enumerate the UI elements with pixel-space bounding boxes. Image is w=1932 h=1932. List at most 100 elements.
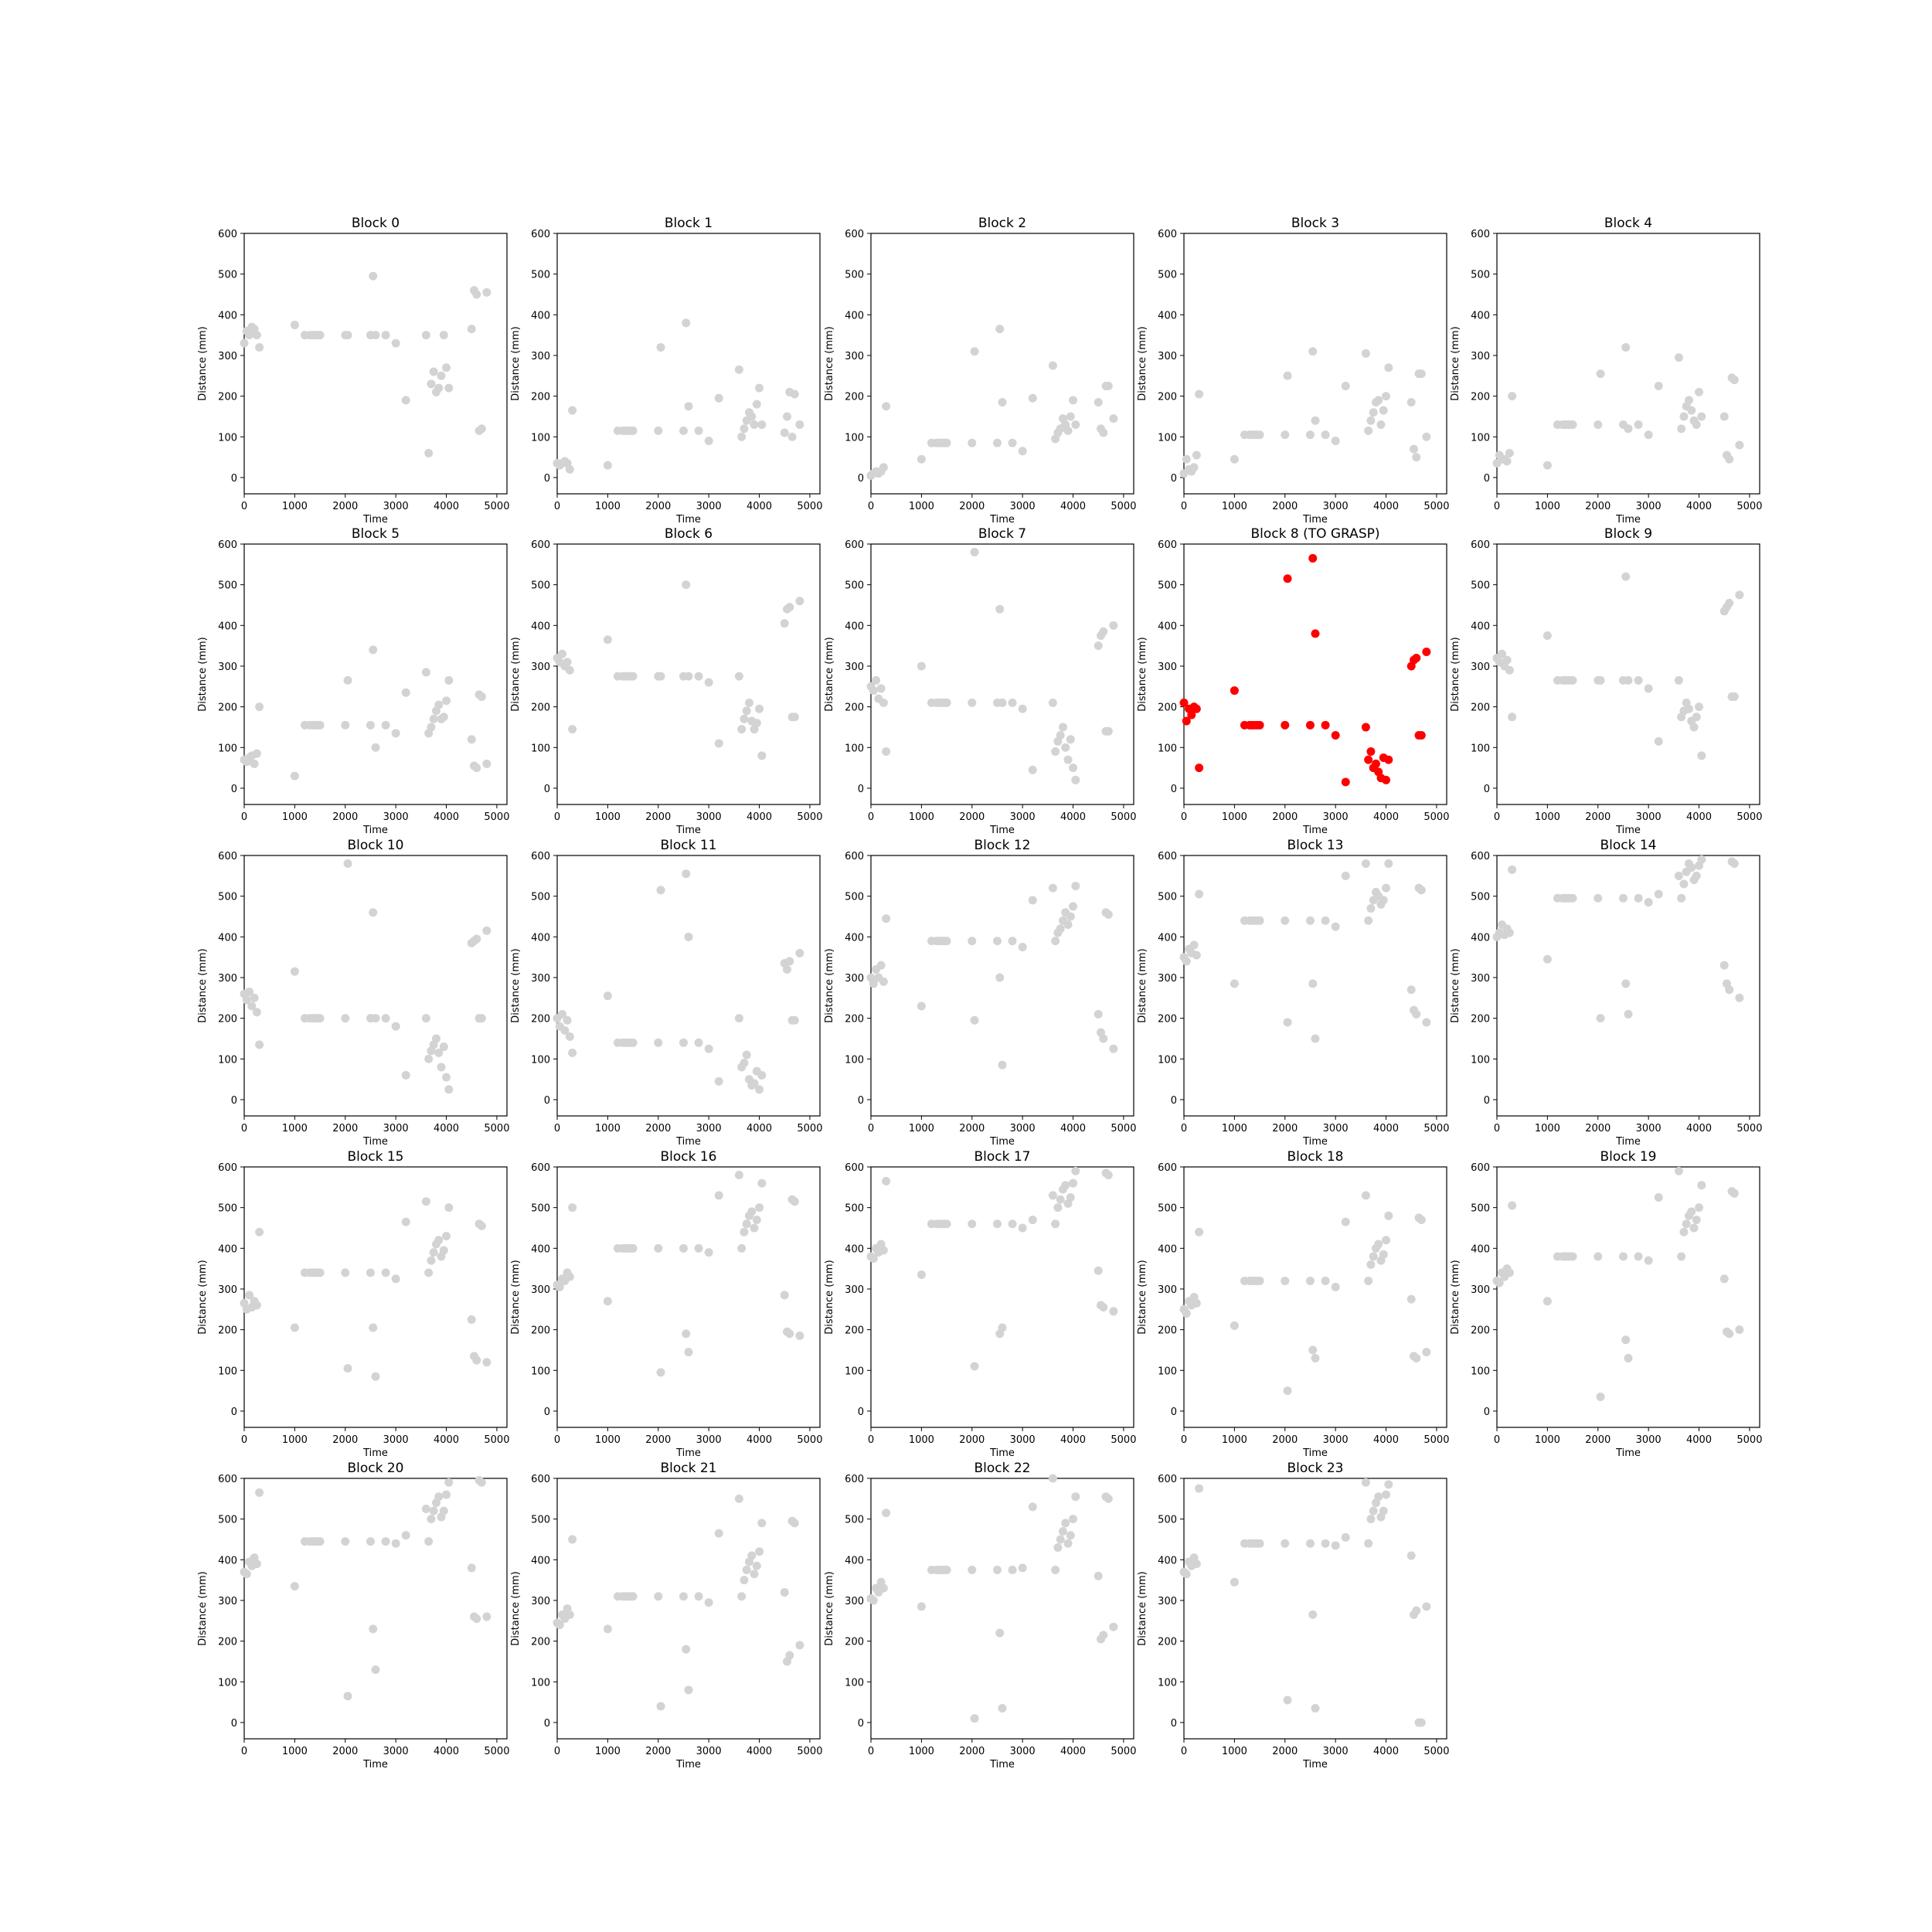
data-point <box>992 937 1002 946</box>
x-tick-label: 5000 <box>1423 1434 1449 1446</box>
data-point <box>1099 627 1108 636</box>
data-point <box>1230 1577 1239 1587</box>
data-point <box>656 886 665 895</box>
y-tick-label: 0 <box>544 1095 550 1107</box>
x-tick-label: 2000 <box>332 1123 358 1134</box>
data-point <box>682 1645 691 1654</box>
y-tick-label: 500 <box>845 580 864 592</box>
x-axis-label: Time <box>1615 825 1641 836</box>
data-point <box>750 1223 759 1233</box>
data-point <box>1341 1217 1350 1226</box>
data-point <box>755 1547 764 1556</box>
data-point <box>1308 553 1318 563</box>
plot-frame <box>556 1478 821 1740</box>
y-tick-label: 100 <box>218 1366 237 1377</box>
data-point <box>442 1073 451 1082</box>
y-tick-label: 600 <box>218 851 237 862</box>
data-point <box>603 1624 612 1634</box>
data-point <box>1366 1260 1376 1269</box>
y-axis-label: Distance (mm) <box>510 1260 522 1334</box>
data-point <box>970 1362 979 1371</box>
y-tick-label: 600 <box>218 1162 237 1174</box>
data-point <box>1311 1704 1320 1713</box>
y-tick-label: 500 <box>531 892 550 903</box>
x-tick-label: 2000 <box>332 811 358 823</box>
y-tick-label: 100 <box>1158 1677 1177 1689</box>
y-tick-label: 400 <box>1158 1243 1177 1255</box>
data-point <box>1406 1551 1416 1560</box>
y-axis-label: Distance (mm) <box>197 1571 209 1645</box>
data-point <box>1104 1171 1113 1180</box>
x-tick-label: 5000 <box>484 501 509 512</box>
y-tick-label: 300 <box>531 973 550 985</box>
data-point <box>424 448 434 457</box>
data-point <box>369 908 378 917</box>
x-axis-label: Time <box>1302 1447 1328 1459</box>
data-point <box>1692 1215 1701 1224</box>
y-axis-label: Distance (mm) <box>824 1571 835 1645</box>
data-point <box>704 1598 713 1607</box>
subplot-15: Block 15 0 100 200 300 400 500 600 0 1000 2000 3000… <box>197 1149 509 1459</box>
data-point <box>1689 723 1699 732</box>
x-tick-label: 4000 <box>1373 1434 1399 1446</box>
data-point <box>917 662 926 671</box>
y-tick-label: 500 <box>845 892 864 903</box>
x-tick-label: 5000 <box>1111 811 1136 823</box>
data-point <box>1094 1571 1103 1580</box>
data-point <box>684 932 693 941</box>
data-point <box>750 1570 759 1579</box>
data-point <box>565 1610 574 1619</box>
x-tick-label: 3000 <box>1010 1434 1036 1446</box>
y-tick-label: 500 <box>531 580 550 592</box>
x-tick-label: 3000 <box>383 1746 409 1757</box>
data-point <box>1422 432 1431 441</box>
data-point <box>1281 720 1290 730</box>
y-tick-label: 0 <box>858 784 864 795</box>
data-point <box>343 1364 352 1373</box>
x-axis-label: Time <box>362 825 388 836</box>
data-point <box>1621 342 1631 352</box>
data-point <box>437 1063 446 1072</box>
data-point <box>747 1207 757 1216</box>
y-axis-label: Distance (mm) <box>824 1260 835 1334</box>
data-point <box>1384 363 1393 372</box>
x-tick-label: 2000 <box>1585 1434 1611 1446</box>
data-point <box>1382 1236 1391 1245</box>
data-point <box>780 1587 789 1597</box>
y-axis-label: Distance (mm) <box>824 326 835 400</box>
data-point <box>245 1291 254 1300</box>
plot-frame <box>1496 233 1760 495</box>
x-tick-label: 1000 <box>909 1123 934 1134</box>
data-point <box>785 603 794 612</box>
x-tick-label: 2000 <box>645 1123 671 1134</box>
data-point <box>1048 883 1057 893</box>
data-point <box>290 771 299 781</box>
data-point <box>429 367 438 376</box>
x-tick-label: 4000 <box>1060 1123 1086 1134</box>
subplot-title: Block 21 <box>660 1461 716 1476</box>
data-point <box>1505 448 1514 457</box>
x-tick-label: 2000 <box>645 1746 671 1757</box>
data-point <box>1412 1606 1421 1615</box>
data-point <box>1376 420 1386 429</box>
y-tick-label: 400 <box>1158 1555 1177 1566</box>
y-tick-label: 100 <box>845 1677 864 1689</box>
data-point <box>995 1628 1005 1638</box>
x-tick-label: 3000 <box>1010 1123 1036 1134</box>
data-point <box>1543 461 1552 470</box>
data-point <box>1008 937 1017 946</box>
x-tick-label: 3000 <box>1636 1434 1662 1446</box>
y-tick-label: 600 <box>218 539 237 551</box>
data-point <box>434 1492 444 1502</box>
data-point <box>1406 398 1416 407</box>
data-point <box>245 987 254 996</box>
y-tick-label: 300 <box>845 973 864 985</box>
x-tick-label: 3000 <box>696 1746 722 1757</box>
data-point <box>255 1227 264 1236</box>
data-point <box>482 759 492 768</box>
x-tick-label: 2000 <box>1272 501 1298 512</box>
data-point <box>1406 985 1416 995</box>
x-tick-label: 5000 <box>1111 501 1136 512</box>
subplot-title: Block 15 <box>347 1149 403 1165</box>
y-tick-label: 100 <box>1158 1366 1177 1377</box>
